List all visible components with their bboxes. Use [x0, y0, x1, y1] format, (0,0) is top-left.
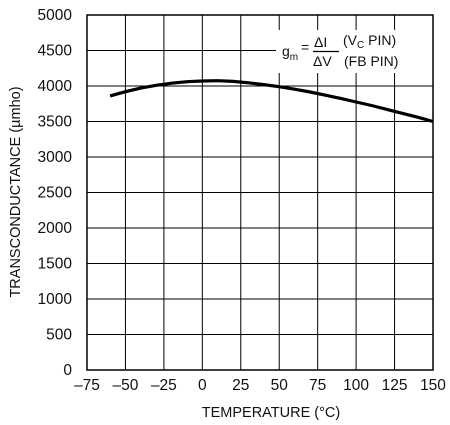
- y-tick-label: 1000: [38, 291, 73, 308]
- x-tick-label: 75: [309, 377, 326, 394]
- x-axis-title: TEMPERATURE (°C): [202, 405, 340, 421]
- plot-frame: [86, 14, 434, 371]
- denominator-pin-label: (FB PIN): [344, 53, 398, 69]
- y-tick-label: 0: [63, 362, 72, 379]
- series-line-0: [109, 79, 434, 124]
- y-tick-label: 4500: [38, 43, 73, 60]
- x-tick-label: 0: [198, 377, 207, 394]
- numerator-pin-label: (VC PIN): [343, 32, 396, 51]
- numerator-delta-i: ΔI: [314, 34, 327, 50]
- series-group: [109, 79, 434, 124]
- x-tick-labels: –75 –50 –25 0 25 50 75 100 125 150: [74, 377, 446, 394]
- x-tick-label: 25: [232, 377, 249, 394]
- x-tick-label: 125: [382, 377, 408, 394]
- y-axis-title: TRANSCONDUCTANCE (µmho): [8, 86, 24, 297]
- gm-label: gm: [282, 43, 298, 63]
- x-tick-label: 50: [271, 377, 289, 394]
- y-tick-label: 500: [46, 327, 72, 344]
- y-tick-label: 2000: [38, 220, 73, 237]
- y-tick-label: 4000: [38, 78, 73, 95]
- equals-sign: =: [301, 39, 309, 55]
- x-tick-label: –75: [74, 377, 100, 394]
- y-tick-label: 2500: [38, 185, 73, 202]
- x-tick-label: –25: [151, 377, 177, 394]
- denominator-delta-v: ΔV: [313, 53, 332, 69]
- x-tick-label: 100: [343, 377, 369, 394]
- y-tick-labels: 0 500 1000 1500 2000 2500 3000 3500 4000 4500 5000: [38, 7, 73, 379]
- y-tick-label: 3500: [38, 114, 73, 131]
- x-tick-label: 150: [420, 377, 446, 394]
- y-tick-label: 5000: [38, 7, 73, 24]
- y-tick-label: 3000: [38, 149, 73, 166]
- x-tick-label: –50: [113, 377, 139, 394]
- gm-annotation: gm = ΔI ΔV (VC PIN) (FB PIN): [282, 32, 398, 69]
- y-tick-label: 1500: [38, 256, 73, 273]
- annotation-background: [276, 30, 434, 73]
